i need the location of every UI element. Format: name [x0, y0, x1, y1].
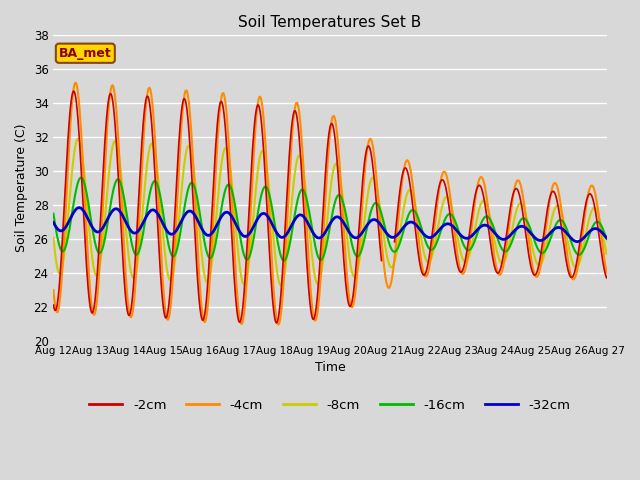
X-axis label: Time: Time: [315, 361, 346, 374]
Title: Soil Temperatures Set B: Soil Temperatures Set B: [238, 15, 422, 30]
Y-axis label: Soil Temperature (C): Soil Temperature (C): [15, 124, 28, 252]
Text: BA_met: BA_met: [59, 47, 112, 60]
Legend: -2cm, -4cm, -8cm, -16cm, -32cm: -2cm, -4cm, -8cm, -16cm, -32cm: [84, 394, 576, 417]
